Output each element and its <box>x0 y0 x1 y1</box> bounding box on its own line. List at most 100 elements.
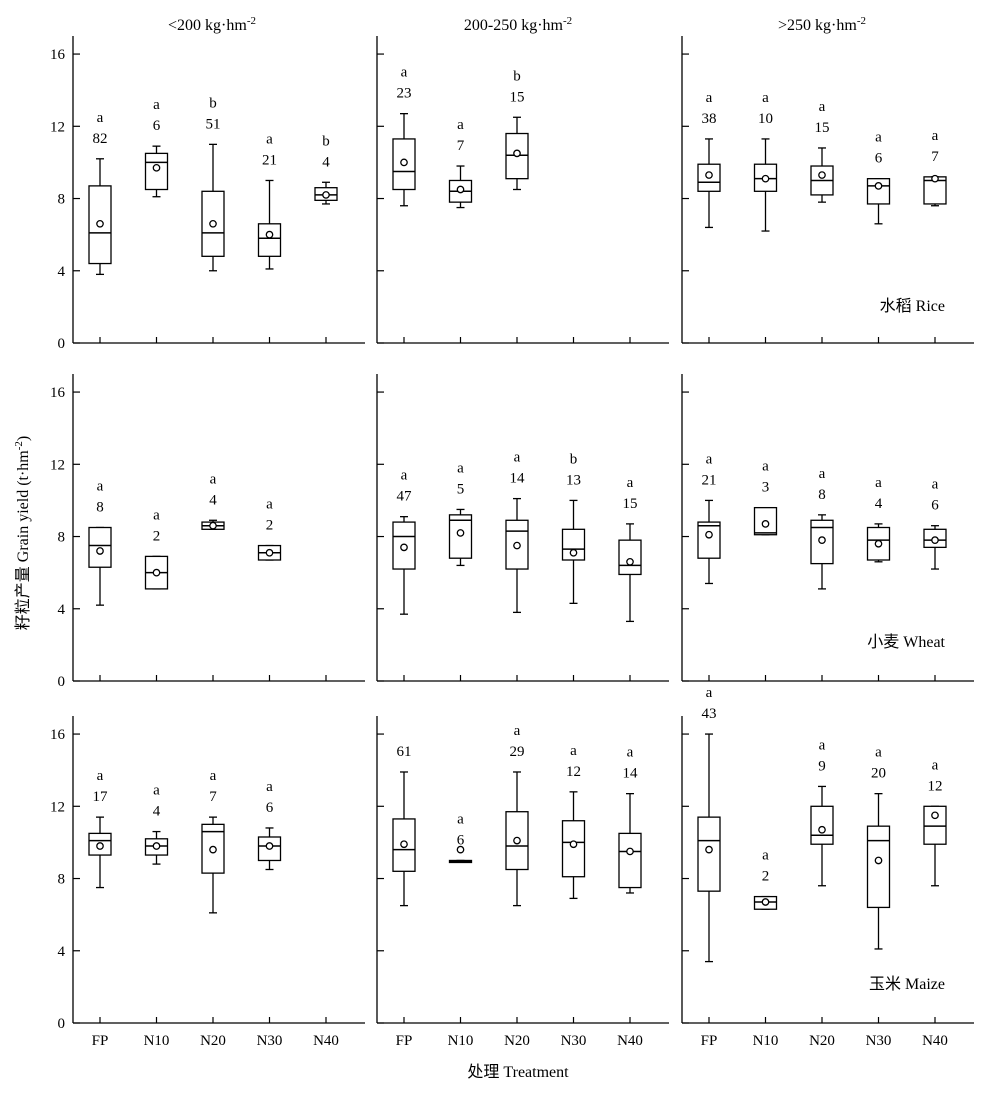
crop-label-maize: 玉米 Maize <box>869 975 945 993</box>
y-tick-label: 16 <box>50 47 66 63</box>
significance-letter: a <box>97 110 104 126</box>
mean-marker <box>513 541 521 550</box>
x-tick-label: N30 <box>866 1033 892 1049</box>
panel-maize-2: FP N10 N20 N30 N40 43 a 2 a 9 a 20 a 12 a <box>681 685 974 1049</box>
sample-size-label: 15 <box>510 89 525 105</box>
sample-size-label: 4 <box>322 154 330 170</box>
y-tick-label: 12 <box>50 457 65 473</box>
mean-marker <box>456 185 465 194</box>
sample-size-label: 17 <box>93 789 109 805</box>
sample-size-label: 61 <box>397 744 412 760</box>
sample-size-label: 51 <box>206 116 221 132</box>
sample-size-label: 14 <box>510 471 526 487</box>
y-tick-label: 8 <box>58 872 66 888</box>
sample-size-label: 2 <box>762 869 770 885</box>
significance-letter: a <box>762 90 769 106</box>
significance-letter: a <box>875 745 882 761</box>
sample-size-label: 6 <box>457 832 465 848</box>
significance-letter: b <box>322 133 330 149</box>
significance-letter: a <box>706 685 713 701</box>
x-axis-label: 处理 Treatment <box>467 1063 569 1081</box>
mean-marker <box>96 219 104 228</box>
significance-letter: a <box>210 768 217 784</box>
panel-wheat-1: 47 a 5 a 14 a 13 b 15 a <box>376 374 669 682</box>
significance-letter: a <box>401 65 408 81</box>
iqr-box-N30 <box>561 820 586 878</box>
significance-letter: a <box>875 130 882 146</box>
significance-letter: a <box>570 743 577 759</box>
y-tick-label: 0 <box>58 1016 66 1032</box>
mean-marker <box>513 836 521 845</box>
x-tick-label: N40 <box>922 1033 948 1049</box>
sample-size-label: 43 <box>702 706 717 722</box>
x-tick-label: N20 <box>504 1033 530 1049</box>
y-tick-label: 0 <box>58 336 66 352</box>
sample-size-label: 12 <box>928 778 943 794</box>
significance-letter: a <box>97 768 104 784</box>
iqr-box-N30 <box>866 178 891 205</box>
significance-letter: a <box>762 459 769 475</box>
sample-size-label: 10 <box>758 111 773 127</box>
sample-size-label: 21 <box>702 472 717 488</box>
significance-letter: a <box>153 507 160 523</box>
iqr-box-N40 <box>923 805 947 845</box>
column-title-high: >250 kg·hm-2 <box>778 15 866 34</box>
significance-letter: a <box>627 475 634 491</box>
x-tick-label: N10 <box>448 1033 474 1049</box>
iqr-box-N30 <box>561 528 586 561</box>
y-tick-label: 16 <box>50 385 66 401</box>
mean-marker <box>761 174 770 183</box>
sample-size-label: 6 <box>266 800 274 816</box>
sample-size-label: 9 <box>818 758 826 774</box>
sample-size-label: 3 <box>762 480 770 496</box>
mean-marker <box>761 898 770 906</box>
mean-marker <box>761 520 770 528</box>
iqr-box-FP <box>697 521 721 559</box>
mean-marker <box>456 845 465 854</box>
panel-wheat-2: 21 a 3 a 8 a 4 a 6 a <box>681 374 974 682</box>
significance-letter: a <box>706 90 713 106</box>
sample-size-label: 21 <box>262 152 277 168</box>
x-tick-label: N20 <box>200 1033 226 1049</box>
mean-marker <box>152 842 161 850</box>
mean-marker <box>818 825 826 834</box>
mean-marker <box>265 230 274 239</box>
significance-letter: a <box>210 471 217 487</box>
sample-size-label: 2 <box>153 528 161 544</box>
x-tick-label: N10 <box>144 1033 170 1049</box>
mean-marker <box>569 840 578 849</box>
significance-letter: a <box>819 99 826 115</box>
sample-size-label: 38 <box>702 111 717 127</box>
panel-wheat-0: 0 4 8 12 16 8 a 2 a 4 a 2 a <box>50 374 365 690</box>
sample-size-label: 15 <box>623 496 638 512</box>
significance-letter: a <box>627 745 634 761</box>
sample-size-label: 47 <box>397 489 413 505</box>
mean-marker <box>96 547 104 555</box>
significance-letter: b <box>513 68 521 84</box>
sample-size-label: 5 <box>457 481 465 497</box>
y-tick-label: 4 <box>58 264 66 280</box>
significance-letter: a <box>457 460 464 476</box>
significance-letter: a <box>819 737 826 753</box>
significance-letter: a <box>932 128 939 144</box>
mean-marker <box>626 557 634 566</box>
iqr-box-N40 <box>618 539 642 576</box>
sample-size-label: 12 <box>566 764 581 780</box>
sample-size-label: 23 <box>397 86 412 102</box>
mean-marker <box>152 568 161 577</box>
mean-marker <box>705 845 713 854</box>
sample-size-label: 14 <box>623 766 639 782</box>
mean-marker <box>874 856 883 865</box>
significance-letter: a <box>762 848 769 864</box>
y-tick-label: 16 <box>50 727 66 743</box>
mean-marker <box>874 182 883 190</box>
mean-marker <box>96 842 104 850</box>
sample-size-label: 7 <box>457 138 465 154</box>
panel-maize-0: 0 4 8 12 16 FP N10 N20 N30 N40 17 a 4 a 7 a 6 a <box>50 716 365 1049</box>
sample-size-label: 29 <box>510 744 525 760</box>
mean-marker <box>626 847 634 856</box>
sample-size-label: 4 <box>875 496 883 512</box>
significance-letter: a <box>266 131 273 147</box>
panel-rice-0: 0 4 8 12 16 82 a 6 a 51 b 21 a 4 b <box>50 36 365 352</box>
significance-letter: b <box>209 95 217 111</box>
